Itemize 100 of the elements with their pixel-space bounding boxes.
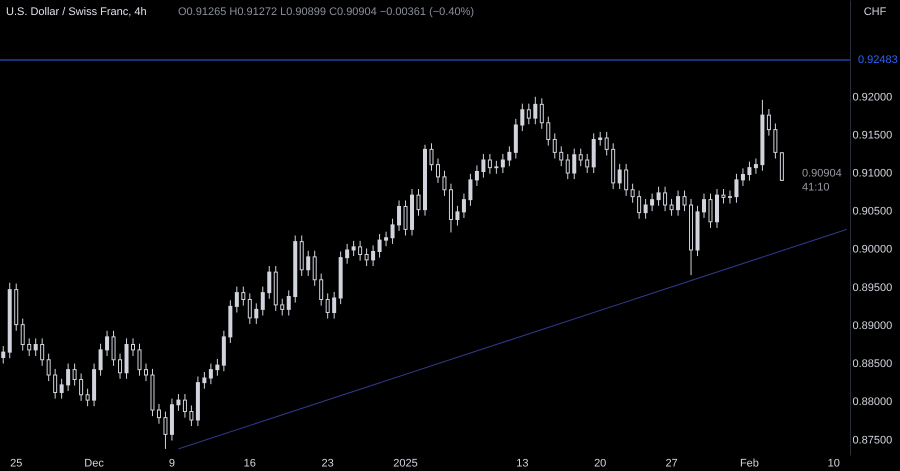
y-tick-label: 0.89000 bbox=[852, 320, 892, 332]
candlestick bbox=[20, 318, 25, 352]
candlestick bbox=[86, 388, 90, 407]
candlestick bbox=[280, 298, 284, 316]
y-tick-label: 0.92000 bbox=[852, 91, 892, 104]
candlestick bbox=[234, 286, 239, 313]
candlestick bbox=[138, 343, 142, 376]
candlestick bbox=[176, 394, 180, 412]
x-tick-label: 25 bbox=[10, 458, 22, 470]
candlestick bbox=[163, 411, 168, 450]
candlestick bbox=[112, 330, 116, 366]
candlestick bbox=[455, 205, 460, 226]
x-tick-label: Feb bbox=[740, 458, 759, 470]
candlestick bbox=[79, 372, 84, 402]
candlestick bbox=[189, 404, 194, 427]
candlestick bbox=[358, 240, 362, 262]
candlestick bbox=[578, 148, 583, 167]
candlestick bbox=[53, 368, 58, 400]
candlestick bbox=[630, 183, 635, 204]
y-tick-label: 0.90500 bbox=[852, 206, 892, 218]
candlestick bbox=[156, 403, 161, 424]
text: U.S. Dollar / Swiss Franc, 4h bbox=[6, 6, 147, 18]
candlestick bbox=[390, 218, 395, 244]
candlestick bbox=[552, 132, 557, 160]
candlestick bbox=[404, 200, 408, 236]
candlestick bbox=[644, 198, 648, 220]
candlestick bbox=[566, 153, 570, 180]
candlestick bbox=[306, 250, 310, 276]
candlestick bbox=[526, 103, 531, 125]
candlestick bbox=[248, 292, 252, 324]
candlestick bbox=[734, 173, 738, 204]
candlestick bbox=[656, 186, 661, 206]
y-tick-label: 0.91000 bbox=[852, 168, 892, 180]
candlestick bbox=[326, 292, 330, 320]
candlestick bbox=[105, 330, 110, 356]
candlestick bbox=[747, 161, 752, 182]
candlestick bbox=[46, 353, 51, 382]
text: CHF bbox=[864, 6, 887, 18]
candlestick bbox=[66, 363, 70, 392]
y-tick-label: 0.88500 bbox=[852, 358, 892, 370]
x-tick-label: 13 bbox=[516, 458, 528, 470]
candlestick bbox=[345, 243, 350, 264]
candlestick bbox=[27, 338, 32, 356]
ref-line-label: 0.92483 bbox=[858, 54, 898, 66]
candlestick bbox=[488, 153, 492, 174]
candlestick bbox=[682, 190, 687, 212]
x-tick-label: 16 bbox=[244, 458, 256, 470]
candlestick bbox=[559, 146, 564, 167]
candlestick bbox=[286, 290, 291, 316]
candlestick bbox=[378, 233, 382, 258]
x-tick-label: 27 bbox=[665, 458, 678, 470]
candlestick bbox=[40, 338, 44, 366]
x-tick-label: 9 bbox=[168, 458, 176, 470]
candlestick bbox=[766, 108, 771, 136]
x-tick-label: Dec bbox=[84, 458, 104, 470]
y-tick-label: 0.90000 bbox=[852, 244, 892, 256]
candlestick bbox=[202, 371, 206, 390]
x-tick-label: 23 bbox=[322, 458, 334, 470]
candlestick bbox=[182, 394, 187, 418]
candlestick bbox=[208, 363, 213, 385]
candlestick bbox=[118, 353, 122, 380]
candlestick bbox=[546, 116, 550, 146]
candlestick bbox=[507, 146, 512, 167]
candlestick bbox=[773, 122, 778, 160]
candlestick bbox=[371, 244, 376, 266]
candlestick bbox=[144, 363, 148, 382]
candlestick bbox=[260, 286, 265, 316]
candlestick bbox=[60, 378, 64, 400]
candlestick bbox=[604, 131, 609, 156]
candlestick bbox=[254, 302, 258, 324]
candlestick bbox=[663, 186, 668, 212]
y-tick-label: 0.88000 bbox=[852, 396, 892, 408]
candlestick bbox=[740, 168, 745, 186]
candlestick bbox=[494, 160, 498, 174]
y-tick-label: 0.91500 bbox=[852, 129, 892, 142]
candlestick bbox=[319, 273, 324, 306]
candlestick bbox=[481, 153, 486, 178]
candlestick bbox=[585, 153, 590, 174]
candlestick bbox=[332, 291, 336, 320]
candlestick bbox=[754, 158, 758, 174]
candlestick bbox=[462, 193, 466, 218]
candlestick bbox=[1, 346, 6, 364]
candlestick bbox=[352, 240, 356, 257]
candlestick bbox=[708, 193, 712, 228]
x-tick-label: 10 bbox=[828, 458, 840, 470]
candlestick bbox=[436, 158, 440, 184]
candlestick bbox=[650, 193, 654, 212]
candlestick bbox=[241, 286, 246, 306]
candlestick bbox=[474, 164, 479, 186]
candlestick bbox=[131, 338, 136, 356]
candlestick bbox=[637, 190, 642, 220]
candlestick bbox=[34, 338, 38, 356]
text: O0.91265 H0.91272 L0.90899 C0.90904 −0.00361 (−0.40%) bbox=[178, 6, 474, 18]
candlestick bbox=[98, 343, 103, 376]
candlestick bbox=[72, 363, 77, 386]
candlestick bbox=[670, 198, 674, 216]
candlestick bbox=[416, 188, 421, 216]
candlestick bbox=[397, 200, 402, 232]
candlestick bbox=[520, 103, 524, 132]
candlestick bbox=[364, 248, 369, 266]
